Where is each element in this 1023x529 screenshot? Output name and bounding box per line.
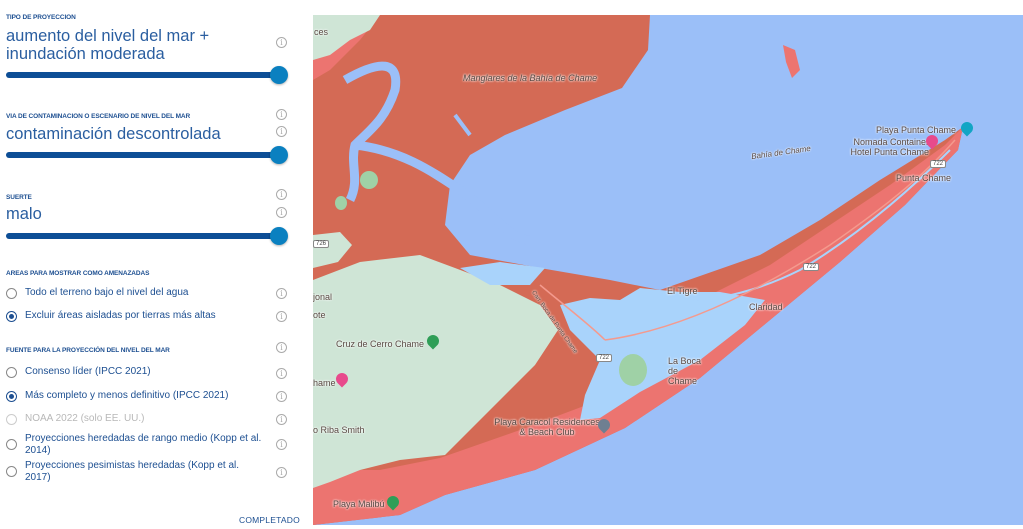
map-label-punta: Punta Chame: [896, 173, 952, 183]
lagoon-north: [460, 262, 545, 285]
luck-slider[interactable]: [6, 227, 288, 245]
source-label: FUENTE PARA LA PROYECCIÓN DEL NIVEL DEL …: [6, 347, 170, 354]
pollution-value: contaminación descontrolada: [6, 125, 221, 143]
route-shield: 722: [596, 354, 613, 362]
land-top-left: [313, 15, 380, 60]
radio-label: Proyecciones heredadas de rango medio (K…: [25, 433, 262, 456]
radio-label: Excluir áreas aisladas por tierras más a…: [25, 310, 216, 321]
info-icon[interactable]: i: [276, 368, 287, 379]
radio-kopp-2014[interactable]: Proyecciones heredadas de rango medio (K…: [6, 433, 266, 457]
done-button[interactable]: COMPLETADO: [239, 515, 300, 525]
green-patch: [360, 171, 378, 189]
slider-handle[interactable]: [270, 146, 288, 164]
radio-label: Consenso líder (IPCC 2021): [25, 366, 151, 377]
radio-consensus[interactable]: Consenso líder (IPCC 2021): [6, 366, 266, 378]
map-view[interactable]: ces Manglares de la Bahía de Chame Bahía…: [313, 15, 1023, 525]
info-icon[interactable]: i: [276, 467, 287, 478]
pollution-slider[interactable]: [6, 146, 288, 164]
map-label: jonal: [313, 292, 333, 302]
areas-label: AREAS PARA MOSTRAR COMO AMENAZADAS: [6, 270, 150, 277]
threatened-area-light-strip: [313, 127, 963, 525]
radio-button-disabled: [6, 414, 17, 425]
radio-kopp-2017[interactable]: Proyecciones pesimistas heredadas (Kopp …: [6, 460, 266, 484]
info-icon[interactable]: i: [276, 37, 287, 48]
road-722: [539, 139, 956, 341]
slider-handle[interactable]: [270, 66, 288, 84]
radio-button[interactable]: [6, 439, 17, 450]
radio-button[interactable]: [6, 288, 17, 299]
info-icon[interactable]: i: [276, 189, 287, 200]
luck-label: SUERTE: [6, 194, 32, 201]
info-icon[interactable]: i: [276, 342, 287, 353]
map-canvas: [313, 15, 1023, 525]
info-icon[interactable]: i: [276, 207, 287, 218]
slider-handle[interactable]: [270, 227, 288, 245]
info-icon[interactable]: i: [276, 288, 287, 299]
map-label-manglares: Manglares de la Bahía de Chame: [463, 73, 598, 83]
route-shield: 726: [313, 240, 330, 248]
map-label: ote: [313, 310, 326, 320]
radio-label: NOAA 2022 (solo EE. UU.): [25, 413, 145, 424]
info-icon[interactable]: i: [276, 391, 287, 402]
green-patch: [335, 196, 347, 210]
projection-type-slider[interactable]: [6, 66, 288, 84]
radio-button[interactable]: [6, 466, 17, 477]
island: [619, 354, 647, 386]
layer-settings-panel: TIPO DE PROYECCION aumento del nivel del…: [0, 0, 310, 529]
radio-label: Más completo y menos definitivo (IPCC 20…: [25, 390, 229, 401]
map-label-boca: La Boca de Chame: [668, 356, 702, 386]
projection-type-value: aumento del nivel del mar + inundación m…: [6, 27, 210, 63]
river-channel: [342, 61, 531, 245]
info-icon[interactable]: i: [276, 126, 287, 137]
map-label-el-tigre: El Tigre: [667, 286, 698, 296]
info-icon[interactable]: i: [276, 109, 287, 120]
map-label: hame: [313, 378, 336, 388]
route-shield: 722: [803, 263, 820, 271]
map-label-caracol: Playa Caracol Residences & Beach Club: [494, 417, 600, 437]
radio-button[interactable]: [6, 367, 17, 378]
radio-all-terrain[interactable]: Todo el terreno bajo el nivel del agua: [6, 287, 266, 299]
map-label-claridad: Claridad: [749, 302, 783, 312]
info-icon[interactable]: i: [276, 311, 287, 322]
map-label-cruz: Cruz de Cerro Chame: [336, 339, 425, 349]
map-label: o Riba Smith: [313, 425, 365, 435]
radio-most-complete[interactable]: Más completo y menos definitivo (IPCC 20…: [6, 390, 266, 402]
radio-label: Todo el terreno bajo el nivel del agua: [25, 287, 189, 298]
map-label-playa-punta: Playa Punta Chame: [876, 125, 957, 135]
radio-button-selected[interactable]: [6, 311, 17, 322]
channel: [453, 113, 502, 176]
radio-button-selected[interactable]: [6, 391, 17, 402]
map-label: ces: [314, 27, 329, 37]
radio-label: Proyecciones pesimistas heredadas (Kopp …: [25, 460, 240, 483]
pollution-label: VIA DE CONTAMINACION O ESCENARIO DE NIVE…: [6, 113, 191, 120]
land: [313, 255, 558, 488]
info-icon[interactable]: i: [276, 439, 287, 450]
info-icon[interactable]: i: [276, 414, 287, 425]
radio-exclude-isolated[interactable]: Excluir áreas aisladas por tierras más a…: [6, 310, 266, 322]
lagoon: [560, 288, 765, 420]
projection-type-label: TIPO DE PROYECCION: [6, 14, 76, 21]
island-ne: [783, 45, 800, 78]
map-label-nomada: Nomada Container Hotel Punta Chame: [850, 137, 929, 157]
map-label-malibu: Playa Malibú: [333, 499, 385, 509]
route-shield: 722: [930, 160, 947, 168]
radio-noaa: NOAA 2022 (solo EE. UU.): [6, 413, 266, 425]
luck-value: malo: [6, 205, 42, 223]
